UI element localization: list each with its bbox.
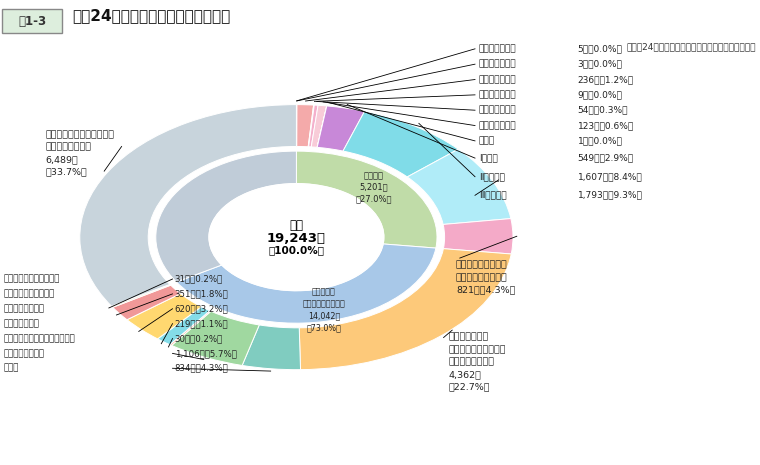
Text: 351人（1.8%）: 351人（1.8%） <box>175 289 229 299</box>
Wedge shape <box>112 285 180 320</box>
Text: 任期付研究員法適用職員: 任期付研究員法適用職員 <box>4 274 60 284</box>
Wedge shape <box>242 325 300 370</box>
Text: （旧）国税専門官・
労働基準監督官試験
821人（4.3%）: （旧）国税専門官・ 労働基準監督官試験 821人（4.3%） <box>456 260 515 294</box>
Text: 図1-3: 図1-3 <box>18 15 46 28</box>
Text: （平成24年度一般職の国家公務員の任用状況調査）: （平成24年度一般職の国家公務員の任用状況調査） <box>627 43 756 52</box>
Wedge shape <box>176 244 436 323</box>
Text: 特定独立行政法人における
その他の選考採用
6,489人
（33.7%）: 特定独立行政法人における その他の選考採用 6,489人 （33.7%） <box>46 130 115 177</box>
Wedge shape <box>317 106 327 147</box>
Wedge shape <box>343 111 458 177</box>
Wedge shape <box>312 105 327 147</box>
Text: 一般職（高卒）: 一般職（高卒） <box>479 90 517 100</box>
Text: 9人（0.0%）: 9人（0.0%） <box>578 90 622 100</box>
Text: 834人（4.3%）: 834人（4.3%） <box>175 364 229 373</box>
Wedge shape <box>309 105 318 147</box>
Text: 3人（0.0%）: 3人（0.0%） <box>578 60 622 69</box>
Text: 人事交流による
特別職・地方公務員・
公庫等からの採用
4,362人
（22.7%）: 人事交流による 特別職・地方公務員・ 公庫等からの採用 4,362人 （22.7… <box>448 332 506 392</box>
Wedge shape <box>157 307 210 345</box>
Text: 123人（0.6%）: 123人（0.6%） <box>578 121 634 130</box>
Text: 任期を定めた採用: 任期を定めた採用 <box>4 349 45 358</box>
Wedge shape <box>297 105 314 147</box>
Wedge shape <box>317 106 365 151</box>
Text: Ⅱ種試験等: Ⅱ種試験等 <box>479 172 505 181</box>
Text: 1,793人（9.3%）: 1,793人（9.3%） <box>578 191 642 200</box>
Text: 総合職（大卒）: 総合職（大卒） <box>479 60 517 69</box>
Text: 54人（0.3%）: 54人（0.3%） <box>578 106 628 115</box>
Text: 549人（2.9%）: 549人（2.9%） <box>578 153 634 163</box>
Wedge shape <box>127 294 201 339</box>
Text: 経験者: 経験者 <box>479 136 495 146</box>
Text: 技能・労務職（行政職（二））: 技能・労務職（行政職（二）） <box>4 334 75 343</box>
Wedge shape <box>309 105 315 147</box>
Circle shape <box>209 184 384 291</box>
Text: 620人（3.2%）: 620人（3.2%） <box>175 304 229 313</box>
Text: 総数: 総数 <box>290 219 303 232</box>
Text: 30人（0.2%）: 30人（0.2%） <box>175 334 223 343</box>
Text: 専門職（高卒）: 専門職（高卒） <box>479 121 517 130</box>
Text: 医療職・福祉職: 医療職・福祉職 <box>4 319 40 328</box>
Text: 平成24年度における職員の採用状況: 平成24年度における職員の採用状況 <box>72 8 230 23</box>
FancyBboxPatch shape <box>2 9 62 33</box>
Wedge shape <box>443 219 513 254</box>
Wedge shape <box>112 285 171 307</box>
Text: （100.0%）: （100.0%） <box>268 245 325 255</box>
Text: 1,607人（8.4%）: 1,607人（8.4%） <box>578 172 642 181</box>
Text: 総合職（院卒）: 総合職（院卒） <box>479 44 517 53</box>
Text: 236人（1.2%）: 236人（1.2%） <box>578 75 634 84</box>
Text: 専門職（大卒）: 専門職（大卒） <box>479 106 517 115</box>
Text: 219人（1.1%）: 219人（1.1%） <box>175 319 229 328</box>
Wedge shape <box>156 151 296 282</box>
Text: Ⅲ種試験等: Ⅲ種試験等 <box>479 191 506 200</box>
Text: その他の選考採用: その他の選考採用 <box>4 304 45 313</box>
Text: 一般職（大卒）: 一般職（大卒） <box>479 75 517 84</box>
Text: 再任用: 再任用 <box>4 364 19 373</box>
Wedge shape <box>299 249 511 370</box>
Text: 19,243人: 19,243人 <box>267 232 326 245</box>
Wedge shape <box>80 105 296 306</box>
Text: 1,106人（5.7%）: 1,106人（5.7%） <box>175 349 236 358</box>
Text: 試験採用
5,201人
（27.0%）: 試験採用 5,201人 （27.0%） <box>355 171 391 204</box>
Text: 5人（0.0%）: 5人（0.0%） <box>578 44 622 53</box>
Wedge shape <box>407 149 511 225</box>
Text: 選考採用等
試験採用以外の採用
14,042人
（73.0%）: 選考採用等 試験採用以外の採用 14,042人 （73.0%） <box>302 288 345 332</box>
Wedge shape <box>296 151 437 248</box>
Text: 1人（0.0%）: 1人（0.0%） <box>578 136 622 146</box>
Text: 任期付職員法適用職員: 任期付職員法適用職員 <box>4 289 55 299</box>
Wedge shape <box>169 311 211 345</box>
Text: 31人（0.2%）: 31人（0.2%） <box>175 274 223 284</box>
Wedge shape <box>172 311 259 365</box>
Text: Ⅰ種試験: Ⅰ種試験 <box>479 153 498 163</box>
